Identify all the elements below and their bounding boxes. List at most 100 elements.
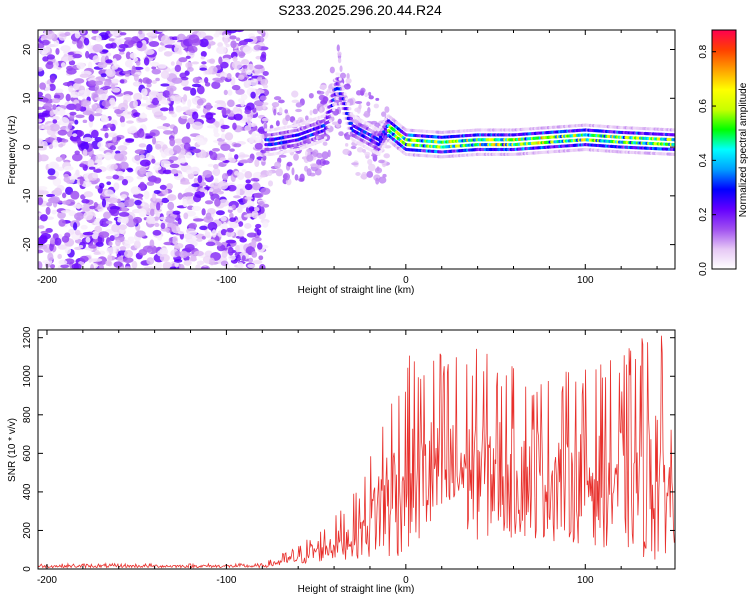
heatmap-cell xyxy=(45,206,51,215)
heatmap-cell xyxy=(383,117,387,122)
heatmap-cell xyxy=(215,121,220,128)
heatmap-cell xyxy=(82,231,94,236)
heatmap-cell xyxy=(185,152,193,159)
heatmap-cell xyxy=(93,168,103,173)
heatmap-cell xyxy=(188,257,197,262)
heatmap-cell xyxy=(192,218,204,222)
x-tick-label: -200 xyxy=(37,275,57,286)
heatmap-cell xyxy=(57,211,66,219)
heatmap-cell xyxy=(333,102,337,106)
heatmap-cell xyxy=(239,154,250,158)
snr-y-axis: 0 200 400 600 800 1000 1200 xyxy=(22,326,675,572)
heatmap-cell xyxy=(177,217,182,225)
heatmap-cell xyxy=(144,49,155,55)
heatmap-cell xyxy=(244,183,253,191)
heatmap-cell xyxy=(119,32,127,36)
heatmap-cell xyxy=(339,65,343,72)
heatmap-cell xyxy=(67,56,73,62)
heatmap-cell xyxy=(383,153,390,159)
heatmap-cell xyxy=(162,261,172,269)
heatmap-cell xyxy=(226,109,231,114)
heatmap-cell xyxy=(74,119,79,125)
heatmap-cell xyxy=(327,149,331,158)
heatmap-cell xyxy=(188,34,200,44)
heatmap-cell xyxy=(80,180,92,188)
heatmap-cell xyxy=(170,223,177,230)
heatmap-cell xyxy=(95,241,104,247)
heatmap-cell xyxy=(76,62,86,70)
heatmap-cell xyxy=(241,169,247,173)
heatmap-cell xyxy=(144,266,155,269)
heatmap-cell xyxy=(190,87,197,96)
heatmap-cell xyxy=(118,43,129,49)
heatmap-cell xyxy=(340,82,344,86)
heatmap-cell xyxy=(180,78,189,87)
heatmap-cell xyxy=(76,40,83,49)
heatmap-cell xyxy=(153,263,161,269)
heatmap-cell xyxy=(79,255,89,263)
heatmap-cell xyxy=(180,181,191,185)
heatmap-cell xyxy=(68,228,75,235)
y-tick-label: 1000 xyxy=(22,365,33,388)
heatmap-cell xyxy=(38,106,44,111)
colorbar-tick-label: 0.2 xyxy=(698,207,709,221)
heatmap-cell xyxy=(672,152,675,156)
heatmap-cell xyxy=(241,65,248,69)
heatmap-cell xyxy=(105,175,113,180)
heatmap-cell xyxy=(173,259,183,263)
colorbar-tick-label: 0.4 xyxy=(698,153,709,167)
heatmap-cell xyxy=(113,261,123,268)
heatmap-cell xyxy=(201,208,206,216)
heatmap-cell xyxy=(117,145,128,151)
heatmap-cell xyxy=(72,222,78,231)
heatmap-cell xyxy=(278,154,287,158)
heatmap-cell xyxy=(45,30,56,40)
heatmap-cell xyxy=(162,130,173,135)
heatmap-cell xyxy=(188,222,198,229)
heatmap-cell xyxy=(118,211,130,217)
heatmap-cell xyxy=(61,138,69,143)
heatmap-cell xyxy=(110,163,118,170)
heatmap-cell xyxy=(46,44,51,53)
heatmap-cell xyxy=(120,121,126,128)
heatmap-cell xyxy=(112,58,117,66)
heatmap-cell xyxy=(238,74,245,80)
heatmap-cell xyxy=(246,232,257,238)
heatmap-cell xyxy=(246,69,252,76)
heatmap-cell xyxy=(217,180,229,190)
heatmap-cell xyxy=(260,54,267,63)
heatmap-cell xyxy=(57,244,68,250)
heatmap-cell xyxy=(101,198,107,208)
heatmap-cell xyxy=(255,151,263,156)
heatmap-cell xyxy=(378,130,383,134)
heatmap-cell xyxy=(206,124,217,129)
heatmap-cell xyxy=(354,107,361,113)
heatmap-cell xyxy=(185,210,196,217)
heatmap-cell xyxy=(191,148,202,154)
heatmap-cell xyxy=(102,86,112,90)
heatmap-cell xyxy=(286,161,293,167)
heatmap-cell xyxy=(167,201,175,211)
heatmap-cell xyxy=(38,197,44,206)
heatmap-cell xyxy=(119,79,125,84)
heatmap-cell xyxy=(119,161,129,170)
heatmap-cell xyxy=(254,227,260,233)
heatmap-cell xyxy=(146,143,153,153)
heatmap-cell xyxy=(336,44,340,52)
heatmap-cell xyxy=(221,250,228,258)
heatmap-cell xyxy=(349,112,354,116)
heatmap-cell xyxy=(173,138,184,144)
heatmap-cell xyxy=(127,168,134,173)
heatmap-cell xyxy=(134,149,146,155)
heatmap-cell xyxy=(343,83,351,90)
heatmap-cell xyxy=(322,96,328,104)
heatmap-cell xyxy=(249,79,259,87)
heatmap-cell xyxy=(191,83,202,88)
heatmap-cell xyxy=(108,208,118,214)
heatmap-cell xyxy=(262,104,266,110)
heatmap-cell xyxy=(125,138,135,143)
heatmap-cell xyxy=(253,207,260,212)
heatmap-cell xyxy=(49,264,56,269)
heatmap-cell xyxy=(216,242,222,247)
heatmap-cell xyxy=(38,225,45,229)
